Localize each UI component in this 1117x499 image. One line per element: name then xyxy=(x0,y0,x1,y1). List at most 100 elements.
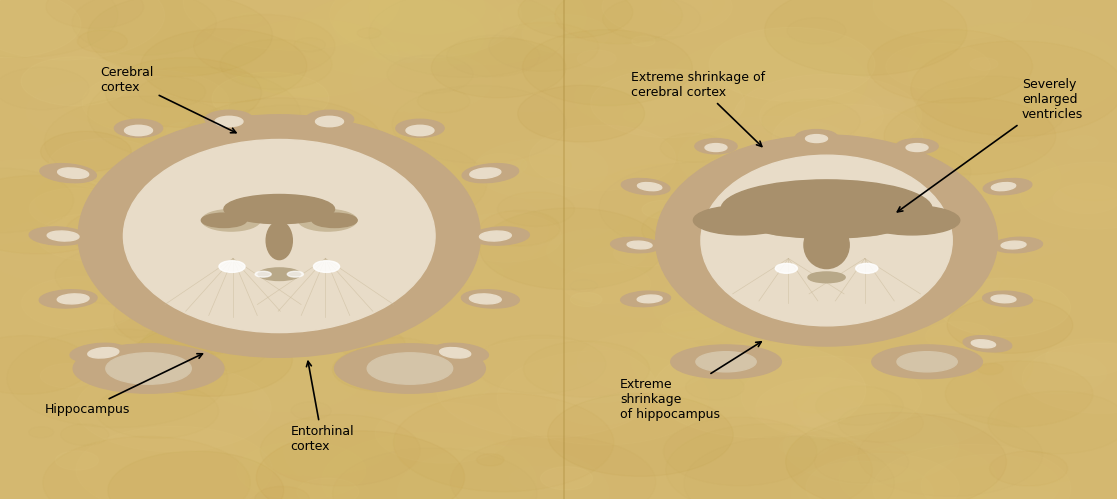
Circle shape xyxy=(289,254,321,268)
Circle shape xyxy=(897,142,1061,215)
Circle shape xyxy=(775,263,798,273)
Circle shape xyxy=(709,27,875,101)
Circle shape xyxy=(40,131,132,172)
Ellipse shape xyxy=(204,110,254,128)
Text: Entorhinal
cortex: Entorhinal cortex xyxy=(290,361,354,453)
Ellipse shape xyxy=(78,115,480,357)
Circle shape xyxy=(630,311,844,407)
Circle shape xyxy=(785,413,1006,499)
Ellipse shape xyxy=(840,218,890,236)
Ellipse shape xyxy=(804,222,849,268)
Ellipse shape xyxy=(896,139,938,154)
Ellipse shape xyxy=(763,218,813,236)
Circle shape xyxy=(251,313,311,340)
Ellipse shape xyxy=(865,206,960,235)
Circle shape xyxy=(734,74,922,158)
Ellipse shape xyxy=(992,183,1015,191)
Ellipse shape xyxy=(255,271,271,277)
Circle shape xyxy=(642,201,682,219)
Ellipse shape xyxy=(315,116,344,127)
Circle shape xyxy=(295,0,485,77)
Circle shape xyxy=(227,150,265,167)
Circle shape xyxy=(40,364,95,388)
Ellipse shape xyxy=(114,119,163,137)
Ellipse shape xyxy=(627,241,652,249)
Ellipse shape xyxy=(637,295,662,303)
Ellipse shape xyxy=(106,353,191,384)
Ellipse shape xyxy=(795,130,838,145)
Circle shape xyxy=(202,339,365,412)
Ellipse shape xyxy=(70,343,126,362)
Circle shape xyxy=(652,342,866,438)
Ellipse shape xyxy=(906,144,928,152)
Circle shape xyxy=(281,226,454,303)
Text: Severely
enlarged
ventricles: Severely enlarged ventricles xyxy=(897,78,1083,212)
Circle shape xyxy=(0,0,80,58)
Circle shape xyxy=(970,58,999,70)
Ellipse shape xyxy=(469,294,502,304)
Circle shape xyxy=(330,0,522,58)
Circle shape xyxy=(990,451,1068,486)
Ellipse shape xyxy=(29,227,87,245)
Ellipse shape xyxy=(479,231,512,241)
Circle shape xyxy=(214,276,278,304)
Ellipse shape xyxy=(696,352,756,372)
Ellipse shape xyxy=(695,139,737,154)
Circle shape xyxy=(0,0,164,60)
Circle shape xyxy=(297,478,359,499)
Circle shape xyxy=(245,152,332,191)
Ellipse shape xyxy=(471,227,529,245)
Ellipse shape xyxy=(993,237,1042,253)
Ellipse shape xyxy=(405,125,435,136)
Circle shape xyxy=(529,125,676,190)
Circle shape xyxy=(219,260,245,272)
Ellipse shape xyxy=(722,180,932,239)
Circle shape xyxy=(49,138,161,188)
Ellipse shape xyxy=(963,336,1012,352)
Circle shape xyxy=(448,261,504,286)
Circle shape xyxy=(77,30,127,52)
Circle shape xyxy=(251,202,414,274)
Ellipse shape xyxy=(694,206,789,235)
Ellipse shape xyxy=(395,119,445,137)
Circle shape xyxy=(805,453,960,499)
Ellipse shape xyxy=(258,268,300,280)
Ellipse shape xyxy=(201,213,247,228)
Ellipse shape xyxy=(334,344,485,393)
Ellipse shape xyxy=(47,231,79,241)
Ellipse shape xyxy=(611,237,660,253)
Circle shape xyxy=(926,321,992,351)
Ellipse shape xyxy=(621,291,670,307)
Circle shape xyxy=(238,13,262,24)
Circle shape xyxy=(314,260,340,272)
Circle shape xyxy=(733,266,805,298)
Circle shape xyxy=(947,297,1072,353)
Ellipse shape xyxy=(621,179,670,195)
Circle shape xyxy=(910,41,1117,136)
Ellipse shape xyxy=(461,290,519,308)
Circle shape xyxy=(37,214,142,260)
Circle shape xyxy=(108,185,306,273)
Text: Extreme shrinkage of
cerebral cortex: Extreme shrinkage of cerebral cortex xyxy=(631,71,765,147)
Circle shape xyxy=(517,85,645,142)
Ellipse shape xyxy=(462,164,518,183)
Ellipse shape xyxy=(805,135,828,143)
Circle shape xyxy=(1053,184,1117,214)
Ellipse shape xyxy=(305,110,354,128)
Ellipse shape xyxy=(871,345,983,379)
Ellipse shape xyxy=(470,168,500,179)
Circle shape xyxy=(369,0,485,34)
Ellipse shape xyxy=(656,135,997,346)
Circle shape xyxy=(868,29,1032,103)
Circle shape xyxy=(547,393,733,477)
Ellipse shape xyxy=(123,140,436,332)
Text: Extreme
shrinkage
of hippocampus: Extreme shrinkage of hippocampus xyxy=(620,342,761,421)
Ellipse shape xyxy=(88,347,118,358)
Ellipse shape xyxy=(58,168,88,179)
Circle shape xyxy=(571,292,602,306)
Ellipse shape xyxy=(991,295,1016,303)
Circle shape xyxy=(477,454,504,466)
Circle shape xyxy=(56,451,98,470)
Circle shape xyxy=(1022,343,1117,413)
Ellipse shape xyxy=(983,291,1032,307)
